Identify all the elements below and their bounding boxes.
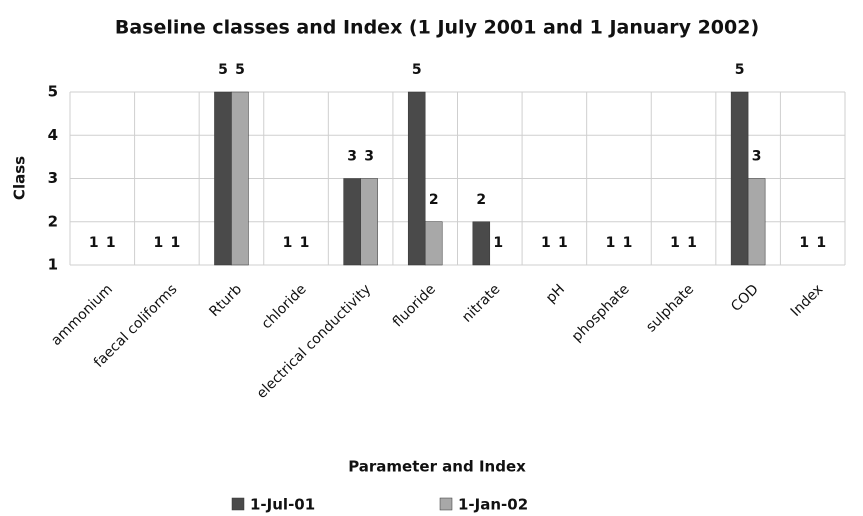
data-label: 1 [623,235,633,251]
data-label: 2 [476,192,486,208]
bar [231,91,249,266]
data-label: 1 [670,235,680,251]
x-tick-label: COD [728,281,762,315]
data-label: 1 [300,235,310,251]
x-tick-label: chloride [259,281,310,332]
data-label: 3 [752,149,762,165]
data-label: 1 [154,235,164,251]
x-axis-label: Parameter and Index [348,458,526,476]
data-label: 1 [606,235,616,251]
data-label: 1 [283,235,293,251]
y-tick-label: 4 [48,126,58,144]
x-tick-label: electrical conductivity [254,281,375,402]
bar [407,91,426,266]
x-tick-label: phosphate [569,281,633,345]
bar [730,91,749,266]
data-label: 1 [89,235,99,251]
data-label: 1 [816,235,826,251]
x-tick-label: Rturb [206,281,245,320]
x-tick-label: nitrate [459,281,503,325]
data-label: 1 [799,235,809,251]
data-label: 5 [735,62,745,78]
bar [360,178,378,266]
bar [472,221,491,266]
x-tick-label: Index [788,281,827,320]
legend-label: 1-Jan-02 [458,496,528,514]
y-axis-label: Class [11,156,29,200]
y-tick-label: 1 [48,256,58,274]
x-tick-label: sulphate [643,281,697,335]
data-label: 1 [541,235,551,251]
data-label: 5 [412,62,422,78]
bar [424,221,443,266]
data-label: 3 [347,149,357,165]
data-label: 1 [106,235,116,251]
data-label: 3 [364,149,374,165]
bar [343,178,361,266]
data-label: 2 [429,192,439,208]
bar [214,91,232,266]
data-label: 1 [687,235,697,251]
y-tick-label: 5 [48,83,58,101]
data-label: 1 [171,235,181,251]
legend-swatch [439,497,453,511]
data-label: 5 [235,62,245,78]
legend-label: 1-Jul-01 [250,496,315,514]
x-tick-label: fluoride [390,281,439,330]
bar [747,178,766,266]
y-tick-label: 2 [48,212,58,230]
legend-swatch [231,497,245,511]
chart-title: Baseline classes and Index (1 July 2001 … [115,17,759,39]
data-label: 1 [493,235,503,251]
x-tick-label: ammonium [48,281,116,349]
y-tick-label: 3 [48,169,58,187]
x-tick-label: pH [543,281,568,306]
data-label: 5 [218,62,228,78]
data-label: 1 [558,235,568,251]
